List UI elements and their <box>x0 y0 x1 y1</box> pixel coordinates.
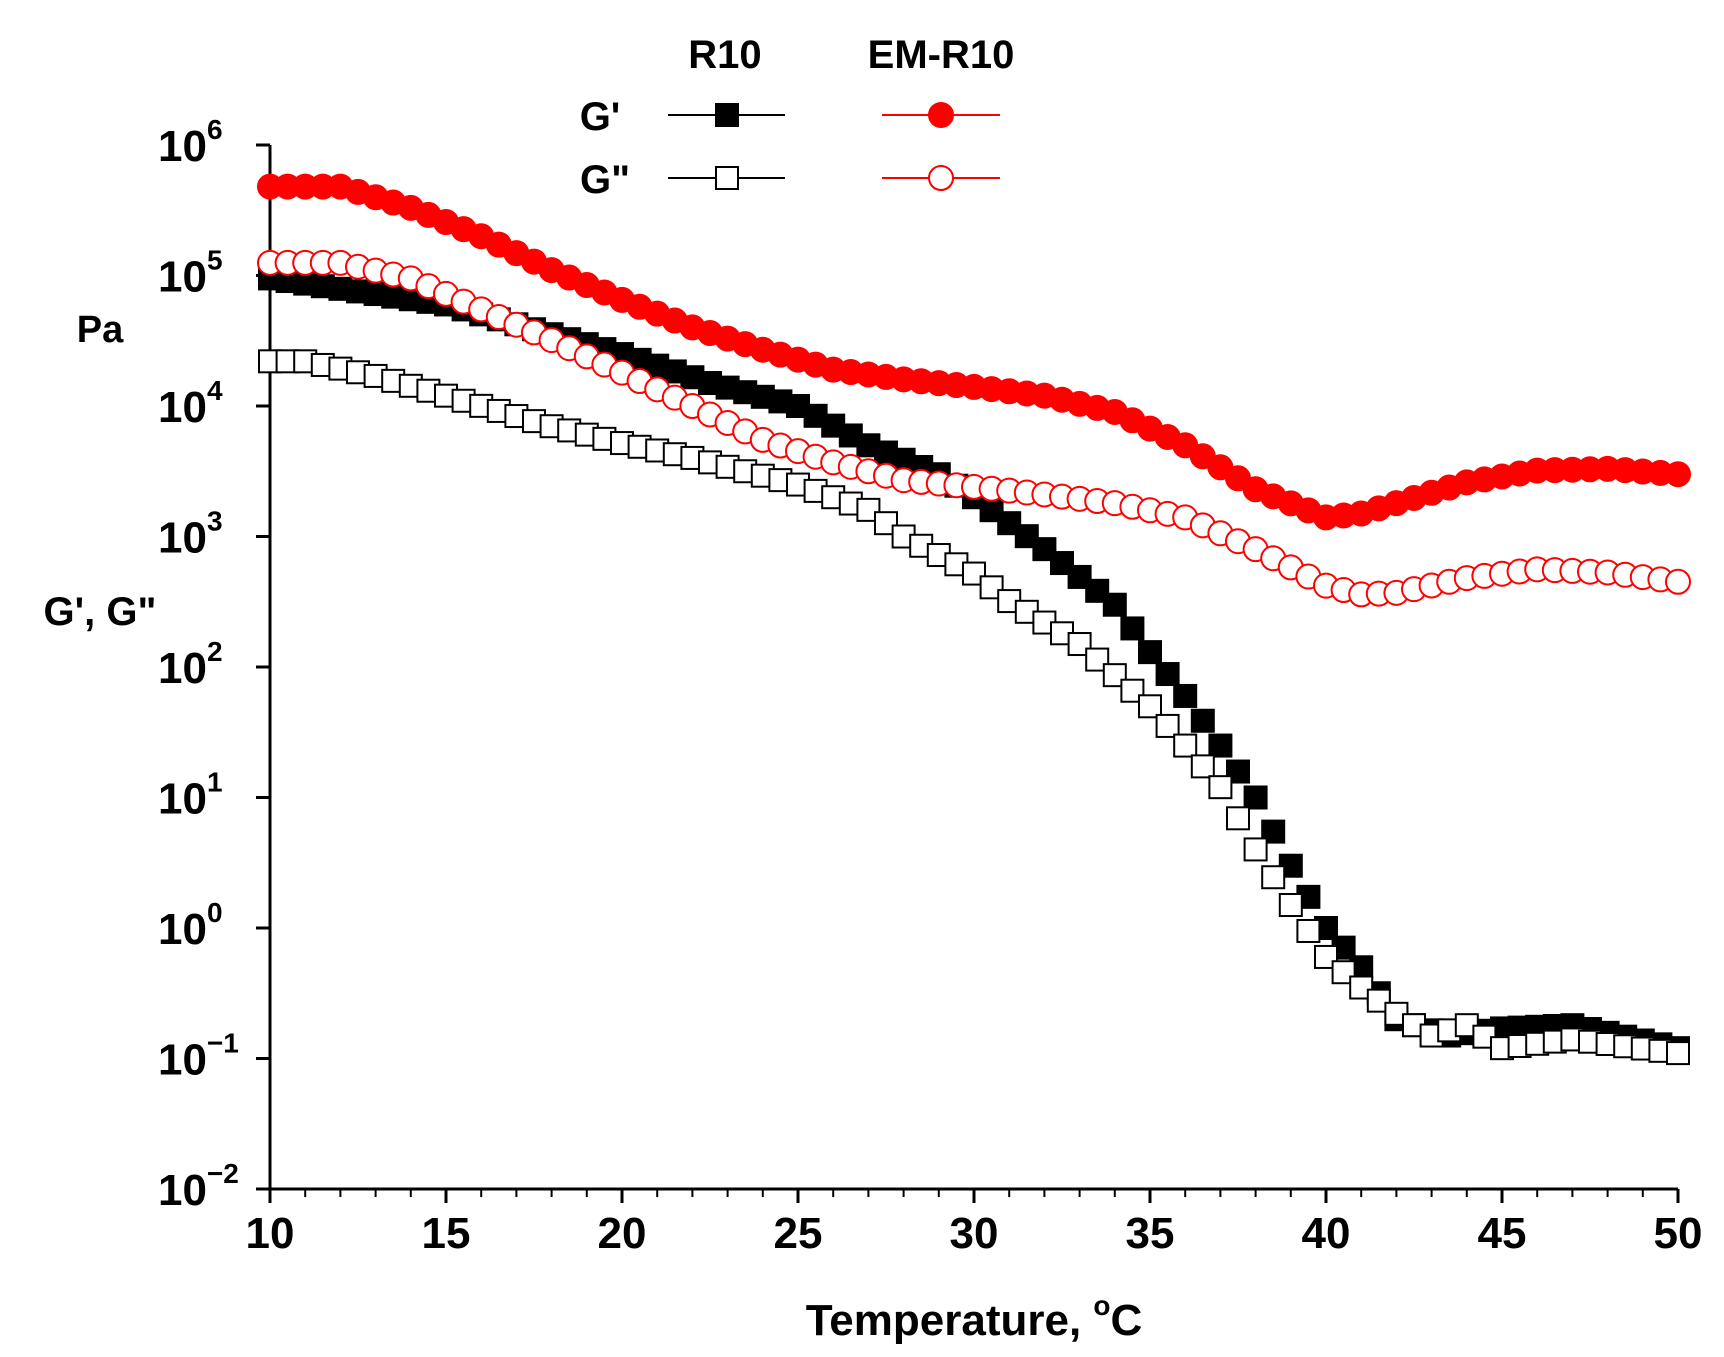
y-tick-label: 103 <box>158 506 223 563</box>
legend-header-r10: R10 <box>688 33 761 77</box>
data-point-r10-g- <box>1138 640 1162 665</box>
data-point-r10-g- <box>1296 918 1321 943</box>
data-point-r10-g- <box>1173 733 1198 758</box>
data-point-em-r10-g- <box>1665 461 1691 488</box>
y-tick-label-base: 10 <box>158 122 207 171</box>
x-tick-label: 20 <box>598 1209 647 1258</box>
data-point-r10-g- <box>1243 785 1268 810</box>
data-point-r10-g- <box>1155 713 1180 738</box>
data-point-r10-g- <box>1226 806 1250 831</box>
y-tick-label-exponent: 6 <box>207 114 223 145</box>
x-tick-label: 10 <box>246 1209 295 1258</box>
legend-marker-em-r10-g-prime <box>928 102 954 128</box>
y-tick-label: 101 <box>158 767 223 824</box>
data-point-r10-g- <box>1278 893 1303 918</box>
data-point-r10-g- <box>1331 960 1356 985</box>
data-point-r10-g- <box>1085 647 1110 672</box>
data-point-r10-g- <box>1190 708 1215 733</box>
y-tick-label-base: 10 <box>158 383 207 432</box>
y-tick-label-base: 10 <box>158 775 207 824</box>
data-point-r10-g- <box>1666 1041 1690 1066</box>
data-point-r10-g- <box>979 575 1004 600</box>
y-tick-label-base: 10 <box>158 1036 207 1085</box>
data-point-r10-g- <box>1085 578 1110 603</box>
data-point-r10-g- <box>1067 564 1092 589</box>
y-tick-label-exponent: −2 <box>207 1158 239 1189</box>
legend-marker-r10-g-double-prime <box>715 166 739 190</box>
y-tick-label-exponent: −1 <box>207 1028 239 1059</box>
legend-header-em-r10: EM-R10 <box>868 33 1015 77</box>
x-axis-label: Temperature, oC <box>806 1290 1143 1345</box>
legend-marker-r10-g-prime <box>715 103 739 127</box>
series-em-r10-g- <box>257 173 1691 531</box>
data-point-r10-g- <box>1314 944 1338 969</box>
y-tick-label: 102 <box>158 636 223 693</box>
y-tick-label: 100 <box>158 897 223 954</box>
data-point-r10-g- <box>1050 551 1074 576</box>
y-axis-unit-label: Pa <box>77 309 124 351</box>
data-point-r10-g- <box>1366 988 1391 1013</box>
series-r10-g- <box>258 349 1690 1066</box>
data-point-r10-g- <box>1120 678 1145 703</box>
data-point-r10-g- <box>1261 865 1286 890</box>
data-point-r10-g- <box>1349 975 1374 1000</box>
x-tick-label: 25 <box>774 1209 823 1258</box>
data-point-r10-g- <box>856 497 881 522</box>
y-tick-label-base: 10 <box>158 1166 207 1215</box>
y-tick-label-exponent: 4 <box>207 375 223 406</box>
x-tick-label: 15 <box>422 1209 471 1258</box>
x-axis-label-unit: C <box>1111 1296 1143 1345</box>
data-point-r10-g- <box>1102 592 1127 617</box>
x-tick-label: 35 <box>1126 1209 1175 1258</box>
data-point-r10-g- <box>1014 524 1039 549</box>
x-tick-label: 40 <box>1302 1209 1351 1258</box>
y-tick-label-exponent: 0 <box>207 897 223 928</box>
x-tick-label: 45 <box>1478 1209 1527 1258</box>
data-point-r10-g- <box>1067 632 1092 657</box>
legend-row-label-g-prime: G' <box>580 95 621 139</box>
data-point-r10-g- <box>1102 663 1127 688</box>
y-tick-label-exponent: 1 <box>207 767 223 798</box>
legend-row-label-g-double-prime: G" <box>580 158 630 202</box>
data-point-r10-g- <box>962 561 986 586</box>
y-tick-label-base: 10 <box>158 644 207 693</box>
data-point-r10-g- <box>1173 683 1198 708</box>
data-point-r10-g- <box>1208 733 1233 758</box>
y-axis-label: G', G" <box>44 590 157 634</box>
y-tick-label-exponent: 5 <box>207 245 223 276</box>
y-tick-label: 104 <box>158 375 223 432</box>
y-tick-label: 10−1 <box>158 1028 239 1085</box>
ticks: 10 15 20 25 30 35 40 45 501061051041031021011001… <box>158 114 1702 1258</box>
y-tick-label: 106 <box>158 114 223 171</box>
y-tick-label: 10−2 <box>158 1158 239 1215</box>
series-em-r10-g- <box>257 249 1691 608</box>
y-tick-label: 105 <box>158 245 223 302</box>
x-tick-label: 30 <box>950 1209 999 1258</box>
data-point-r10-g- <box>997 511 1022 536</box>
data-point-r10-g- <box>1226 759 1250 784</box>
data-point-r10-g- <box>1120 616 1145 641</box>
data-series <box>257 173 1691 1066</box>
x-tick-label: 50 <box>1654 1209 1703 1258</box>
data-point-r10-g- <box>1261 819 1286 844</box>
data-point-r10-g- <box>1190 754 1215 779</box>
data-point-r10-g- <box>1138 694 1162 719</box>
legend-marker-em-r10-g-double-prime <box>928 165 954 191</box>
y-tick-label-exponent: 2 <box>207 636 223 667</box>
x-axis-label-text: Temperature, <box>806 1296 1094 1345</box>
y-tick-label-exponent: 3 <box>207 506 223 537</box>
data-point-r10-g- <box>1243 837 1268 862</box>
y-tick-label-base: 10 <box>158 253 207 302</box>
x-axis-label-degree: o <box>1093 1290 1110 1321</box>
data-point-r10-g- <box>1155 662 1180 687</box>
y-tick-label-base: 10 <box>158 514 207 563</box>
data-point-em-r10-g- <box>1665 568 1691 595</box>
data-point-r10-g- <box>1208 775 1233 800</box>
y-tick-label-base: 10 <box>158 905 207 954</box>
data-point-r10-g- <box>1032 537 1057 562</box>
legend: R10 EM-R10 G' G" <box>580 33 1015 202</box>
data-point-r10-g- <box>874 511 898 536</box>
